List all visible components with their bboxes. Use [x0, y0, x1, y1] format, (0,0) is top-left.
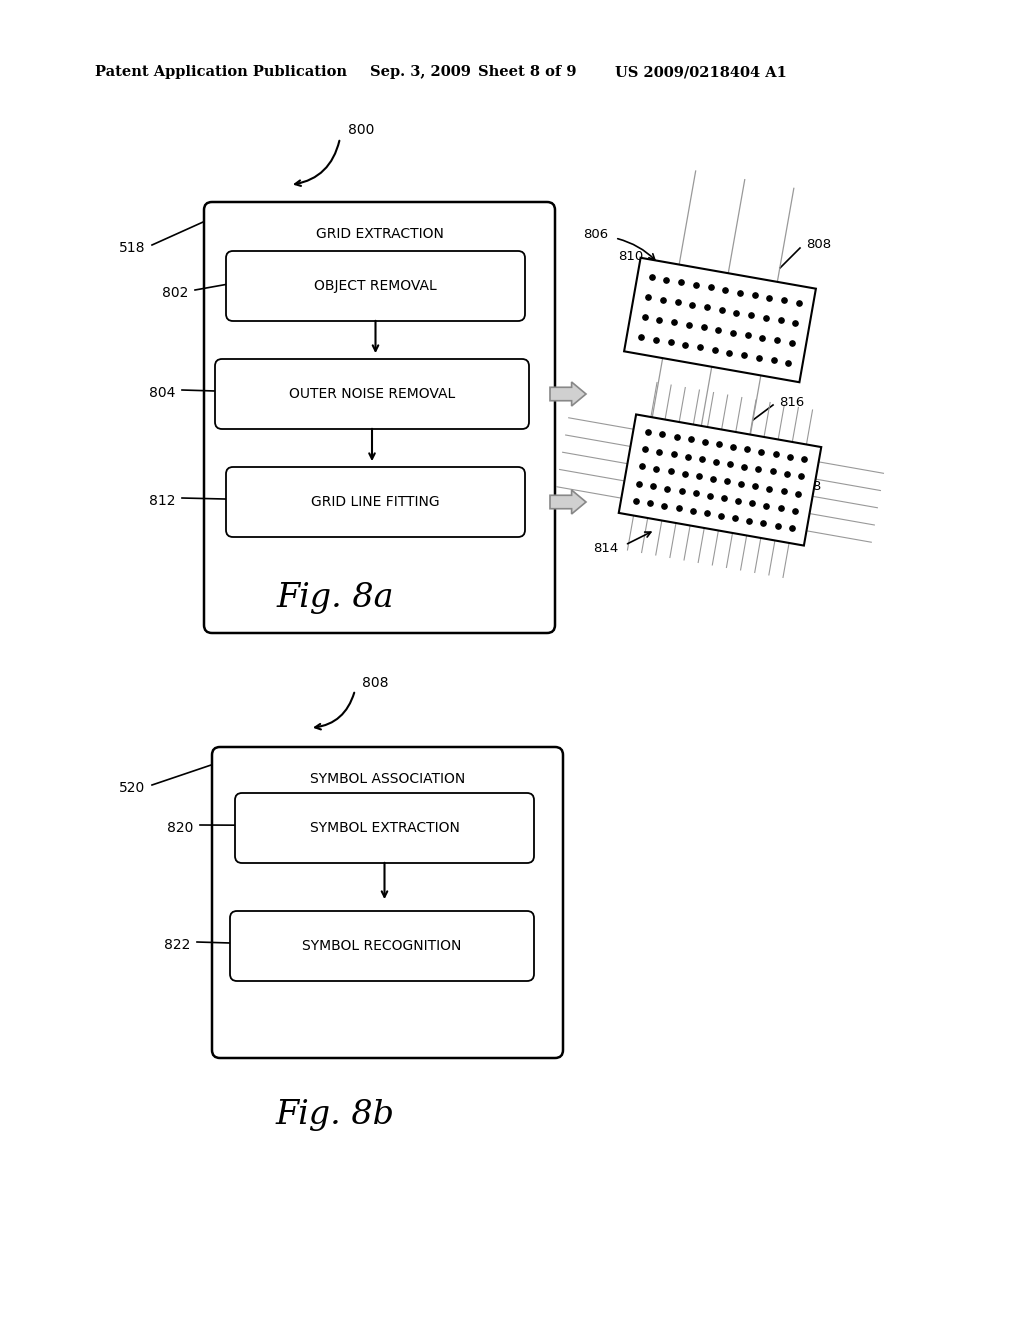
Text: Sep. 3, 2009: Sep. 3, 2009 — [370, 65, 471, 79]
Text: 820: 820 — [167, 821, 193, 836]
Text: 810: 810 — [617, 249, 643, 263]
Text: 822: 822 — [164, 939, 190, 952]
Text: 818: 818 — [796, 480, 821, 494]
Text: 814: 814 — [593, 541, 618, 554]
Text: 806: 806 — [583, 227, 608, 240]
Text: Fig. 8a: Fig. 8a — [276, 582, 394, 614]
Text: GRID LINE FITTING: GRID LINE FITTING — [311, 495, 440, 510]
Text: Fig. 8b: Fig. 8b — [275, 1100, 394, 1131]
Text: OBJECT REMOVAL: OBJECT REMOVAL — [314, 279, 437, 293]
Polygon shape — [550, 381, 586, 407]
Text: SYMBOL ASSOCIATION: SYMBOL ASSOCIATION — [310, 772, 465, 785]
Text: OUTER NOISE REMOVAL: OUTER NOISE REMOVAL — [289, 387, 455, 401]
FancyBboxPatch shape — [226, 251, 525, 321]
Text: 802: 802 — [162, 286, 188, 300]
Text: 520: 520 — [119, 781, 145, 795]
Text: 812: 812 — [148, 494, 175, 508]
Text: Sheet 8 of 9: Sheet 8 of 9 — [478, 65, 577, 79]
Polygon shape — [550, 490, 586, 513]
FancyBboxPatch shape — [212, 747, 563, 1059]
Text: 518: 518 — [119, 242, 145, 255]
Text: Patent Application Publication: Patent Application Publication — [95, 65, 347, 79]
Polygon shape — [624, 257, 816, 383]
Text: SYMBOL RECOGNITION: SYMBOL RECOGNITION — [302, 939, 462, 953]
FancyBboxPatch shape — [226, 467, 525, 537]
Text: GRID EXTRACTION: GRID EXTRACTION — [315, 227, 443, 242]
Text: US 2009/0218404 A1: US 2009/0218404 A1 — [615, 65, 786, 79]
FancyBboxPatch shape — [215, 359, 529, 429]
FancyBboxPatch shape — [204, 202, 555, 634]
Text: 800: 800 — [348, 123, 375, 137]
Text: SYMBOL EXTRACTION: SYMBOL EXTRACTION — [309, 821, 460, 836]
FancyBboxPatch shape — [230, 911, 534, 981]
Text: 816: 816 — [779, 396, 804, 408]
Polygon shape — [618, 414, 821, 545]
FancyBboxPatch shape — [234, 793, 534, 863]
Text: 804: 804 — [148, 385, 175, 400]
Text: 808: 808 — [806, 238, 831, 251]
Text: 808: 808 — [362, 676, 388, 690]
